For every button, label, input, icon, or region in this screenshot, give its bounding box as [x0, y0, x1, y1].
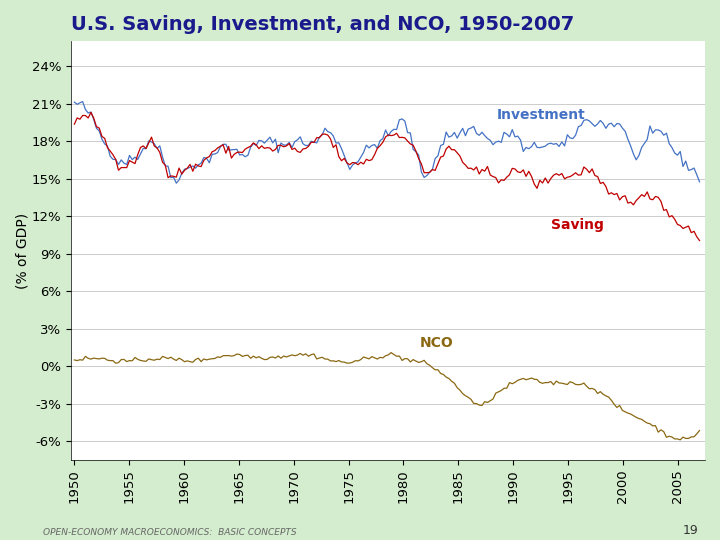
Text: NCO: NCO	[420, 336, 454, 350]
Text: Investment: Investment	[497, 107, 585, 122]
Text: U.S. Saving, Investment, and NCO, 1950-2007: U.S. Saving, Investment, and NCO, 1950-2…	[71, 15, 575, 34]
Text: 19: 19	[683, 524, 698, 537]
Y-axis label: (% of GDP): (% of GDP)	[15, 212, 29, 288]
Text: OPEN-ECONOMY MACROECONOMICS:  BASIC CONCEPTS: OPEN-ECONOMY MACROECONOMICS: BASIC CONCE…	[43, 528, 297, 537]
Text: Saving: Saving	[552, 218, 604, 232]
